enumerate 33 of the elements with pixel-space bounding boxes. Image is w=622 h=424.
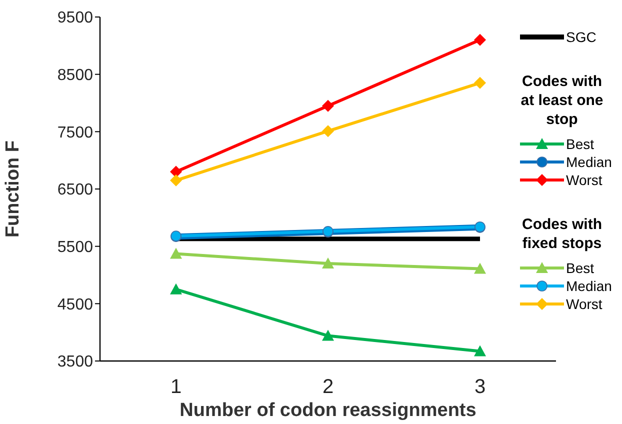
annotation: Codes with at least one stop [520, 72, 604, 129]
y-tick-label: 4500 [57, 296, 94, 314]
point [322, 330, 334, 341]
point [474, 76, 486, 89]
y-tick-label: 6500 [57, 182, 94, 199]
point [170, 166, 182, 178]
point [322, 100, 334, 112]
y-tick-label: 8500 [57, 67, 94, 84]
y-tick-label: 9500 [57, 10, 94, 27]
y-tick-label: 3500 [57, 354, 94, 371]
legend-label: Best [566, 260, 594, 276]
point [170, 174, 182, 186]
x-tick-label: 1 [170, 376, 182, 398]
x-axis-title: Number of codon reassignments [180, 400, 476, 421]
y-axis-title: Function F [2, 140, 24, 238]
y-tick-label: 7500 [57, 124, 94, 142]
legend-label: Worst [566, 172, 602, 188]
legend-label: Median [566, 154, 612, 170]
x-tick-label: 2 [322, 376, 334, 398]
point [322, 258, 334, 269]
point [474, 262, 486, 274]
point [474, 345, 486, 356]
point [170, 248, 182, 259]
annotation: Codes with fixed stops [520, 215, 603, 253]
legend-label: SGC [566, 29, 596, 45]
point [170, 283, 182, 294]
point [322, 125, 334, 138]
y-tick-label: 5500 [57, 239, 94, 256]
legend-label: Median [566, 278, 612, 294]
legend-label: Worst [566, 296, 602, 312]
point [474, 34, 486, 46]
x-tick-label: 3 [474, 376, 486, 398]
legend-label: Best [566, 136, 594, 152]
